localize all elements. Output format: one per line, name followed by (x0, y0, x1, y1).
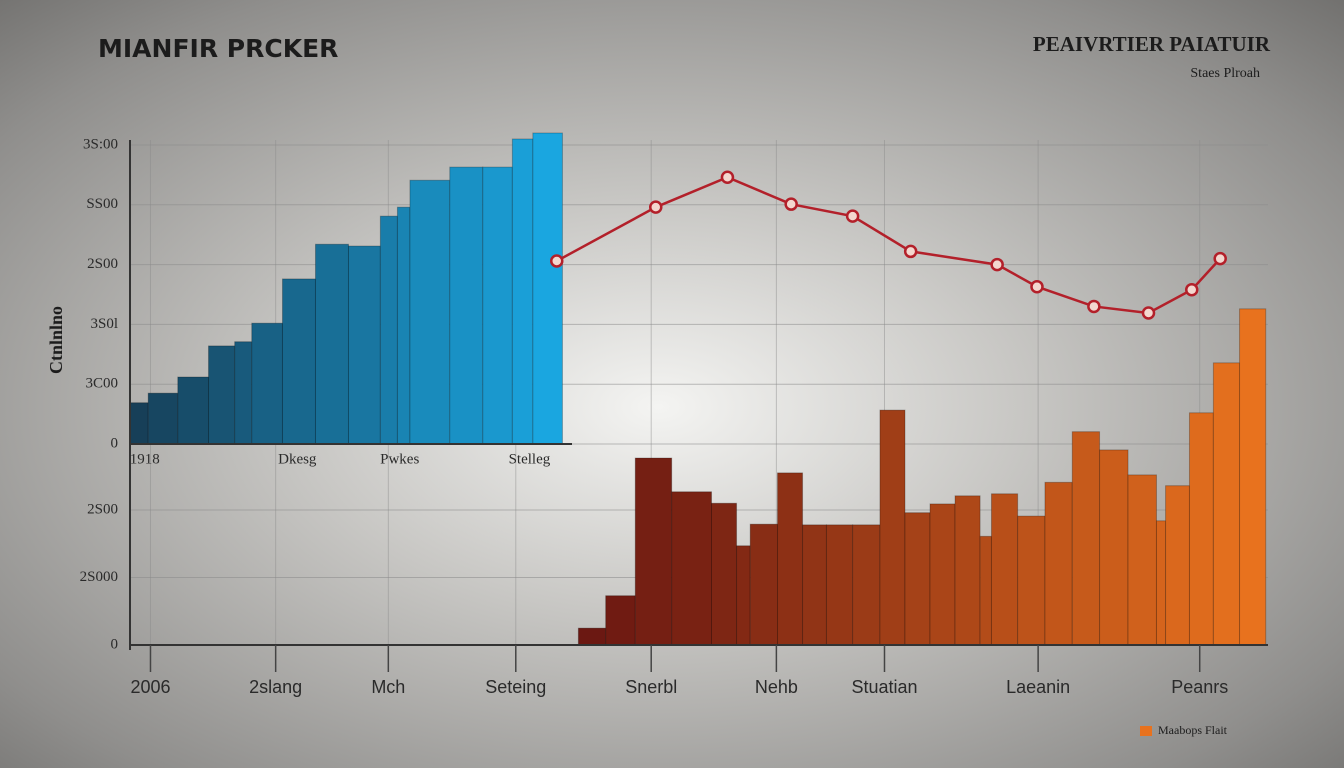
bar (1155, 520, 1167, 646)
bar (802, 524, 827, 646)
bar (1165, 485, 1190, 646)
line-point (550, 254, 564, 268)
y-tick-label: 3S:00 (83, 136, 118, 152)
bar (281, 278, 316, 445)
x-tick-label: 2slang (249, 677, 302, 697)
bar (449, 166, 484, 445)
bar (1127, 474, 1157, 646)
bar (929, 503, 956, 646)
x-tick-label: Nehb (755, 677, 798, 697)
bar (852, 524, 881, 646)
bar (1071, 431, 1101, 646)
x-tick-label: Stelleg (509, 451, 551, 467)
bar (409, 179, 451, 445)
legend-label: Maabops Flait (1158, 723, 1228, 737)
y-tick-label: 0 (111, 435, 119, 451)
line (556, 175, 1222, 315)
bar (711, 502, 738, 646)
bar (954, 495, 981, 646)
line-point (1185, 282, 1199, 297)
x-tick-label: 1918 (130, 451, 160, 467)
bar (511, 138, 534, 445)
x-tick-label: Peanrs (1171, 677, 1228, 697)
y-tick-label: 2S00 (87, 501, 118, 517)
y-tick-label: 2S000 (80, 569, 118, 585)
line-point (784, 197, 798, 211)
bar (208, 345, 236, 445)
line-point (903, 244, 918, 259)
x-tick-label: Stuatian (851, 677, 917, 697)
line-point (649, 200, 663, 214)
bar (1212, 362, 1241, 646)
x-tick-label: Dkesg (278, 451, 317, 467)
bar (129, 402, 149, 445)
subtitle: Staes Plroah (1190, 66, 1260, 81)
y-axis-label: Ctnlnlno (46, 306, 66, 374)
bar (177, 376, 210, 445)
marks (129, 132, 1267, 646)
y-tick-label: 2S00 (87, 256, 118, 272)
x-tick-label: Pwkes (380, 451, 419, 467)
y-tick-label: 3C00 (85, 376, 118, 392)
bar (347, 245, 381, 445)
bar (736, 545, 751, 646)
y-tick-label: 0 (111, 636, 119, 652)
line-point (845, 209, 860, 223)
bar (979, 535, 992, 646)
bar (879, 409, 906, 646)
bar (1044, 481, 1073, 646)
x-tick-label: Snerbl (625, 677, 677, 697)
bar (396, 206, 411, 445)
line-point (720, 170, 735, 185)
legend-swatch (1140, 726, 1152, 736)
labels: 0 3C00 3S0l 2S00 SS00 3S:00 1918 Dkesg Pwkes Stel… (80, 136, 1229, 736)
right-title: PEAIVRTIER PAIATUIR (1033, 32, 1271, 56)
x-tick-label: Laeanin (1006, 677, 1070, 697)
bar (990, 493, 1019, 646)
line-point (1141, 306, 1156, 320)
bar (314, 243, 349, 445)
bar (147, 392, 179, 445)
bar (671, 491, 713, 646)
y-tick-label: 3S0l (90, 316, 118, 332)
bar (379, 215, 398, 445)
bar (577, 627, 607, 646)
bar (1188, 412, 1214, 646)
line-point (1030, 279, 1044, 294)
bar (605, 595, 636, 646)
bar (777, 472, 804, 646)
line-point (1213, 251, 1227, 266)
chart-title: MIANFIR PRCKER (98, 34, 338, 63)
x-tick-label: 2006 (130, 677, 170, 697)
bar (749, 523, 779, 646)
bar (634, 457, 673, 646)
y-tick-label: SS00 (86, 196, 118, 212)
line-point (1087, 299, 1101, 314)
bar (904, 512, 931, 646)
bar (532, 132, 563, 445)
bar (482, 166, 513, 445)
bar (825, 524, 854, 646)
bar (1099, 449, 1129, 646)
x-tick-label: Mch (371, 677, 405, 697)
x-tick-label: Seteing (485, 677, 546, 697)
line-point (990, 257, 1004, 272)
bar (234, 341, 253, 445)
bar (1239, 308, 1267, 646)
bar (251, 322, 283, 445)
bar (1017, 515, 1046, 646)
